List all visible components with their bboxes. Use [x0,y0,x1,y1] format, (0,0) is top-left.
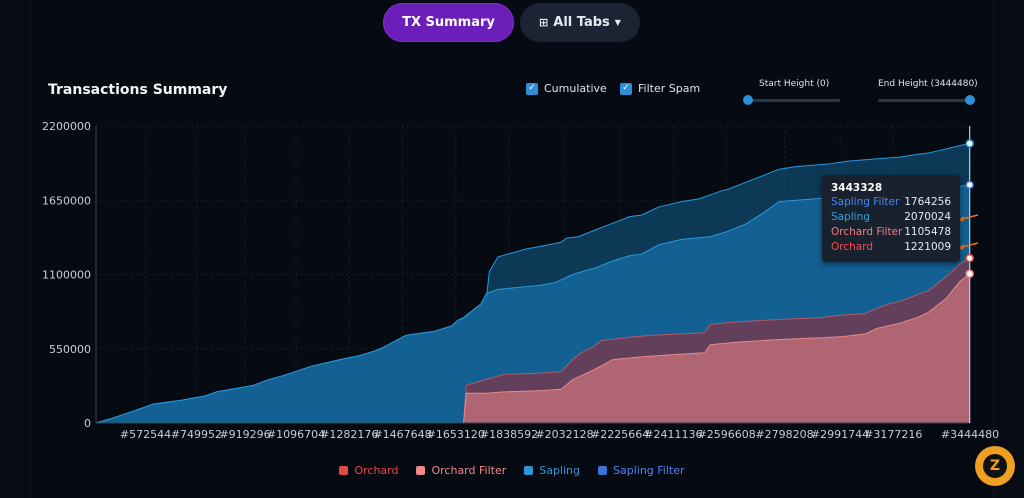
tooltip-row: Orchard 1221009 [831,240,951,255]
check-icon: ✓ [620,82,632,95]
tooltip-label: Sapling Filter [831,196,900,208]
chart-title: Transactions Summary [48,82,228,98]
x-tick-label: #2596608 [697,428,755,441]
tooltip-row: Sapling 2070024 [831,210,951,225]
x-tick-label: #2991744 [811,428,869,441]
legend-label: Sapling [539,464,581,477]
tooltip-value: 1105478 [904,226,951,238]
x-tick-label: #1096704 [267,428,325,441]
series-line-orchard-filter [96,273,971,424]
x-tick-label: #1838592 [480,428,538,441]
legend-label: Orchard Filter [431,464,507,477]
legend-swatch [524,466,534,475]
tooltip-value: 1764256 [904,196,951,208]
hover-point [965,180,974,190]
x-tick-label: #3444480 [941,428,999,441]
grid-icon: ⊞ [539,16,549,29]
tooltip-value: 2070024 [904,211,951,223]
x-tick-label: #1653120 [427,428,485,441]
legend-item-sapling-filter[interactable]: Sapling Filter [598,464,685,477]
x-tick-label: #749952 [171,428,222,441]
tooltip-height: 3443328 [831,182,883,194]
start-height-slider-handle[interactable] [743,95,753,105]
cumulative-checkbox[interactable]: ✓ Cumulative [526,82,607,95]
legend-label: Orchard [354,464,399,477]
chart-tooltip: 3443328 Sapling Filter 1764256 Sapling 2… [822,175,960,262]
filter-spam-checkbox[interactable]: ✓ Filter Spam [620,82,700,95]
cumulative-label: Cumulative [544,82,607,95]
tooltip-label: Orchard Filter [831,226,903,238]
tooltip-label: Sapling [831,211,870,223]
x-tick-label: #2225664 [591,428,649,441]
tooltip-row: Sapling Filter 1764256 [831,195,951,210]
hover-point [965,253,974,263]
series-line-orchard [96,257,971,424]
filter-spam-label: Filter Spam [638,82,701,95]
all-tabs-label: All Tabs [553,15,610,30]
hover-point [965,139,974,148]
end-height-slider-handle[interactable] [965,95,975,105]
tooltip-label: Orchard [831,241,874,253]
check-icon: ✓ [526,82,538,95]
chevron-down-icon: ▼ [614,18,621,27]
start-height-label: Start Height (0) [759,79,830,89]
legend-item-orchard[interactable]: Orchard [339,464,398,477]
legend-item-sapling[interactable]: Sapling [524,464,580,477]
tooltip-row: Orchard Filter 1105478 [831,225,951,240]
zcash-logo-icon: Z [983,454,1007,478]
all-tabs-button[interactable]: ⊞ All Tabs ▼ [520,3,640,42]
tooltip-value: 1221009 [904,241,951,253]
x-tick-label: #2798208 [755,428,813,441]
x-tick-label: #919296 [219,428,270,441]
x-tick-label: #3177216 [864,428,922,441]
series-area-orchard-filter [96,273,970,423]
tx-summary-button[interactable]: TX Summary [383,3,514,42]
chart-legend: Orchard Orchard Filter Sapling Sapling F… [0,464,1024,477]
zcash-help-button[interactable]: Z [975,446,1015,486]
end-height-slider-track[interactable] [878,99,970,102]
legend-swatch [598,466,608,475]
y-tick-label: 1650000 [42,194,91,207]
legend-swatch [416,466,426,475]
chart-areas [95,143,971,424]
y-tick-label: 550000 [49,343,91,356]
x-tick-label: #2032128 [535,428,593,441]
chart-axes: 0 550000 1100000 1650000 2200000 #572544 #7499… [42,120,999,441]
x-tick-label: #1467648 [373,428,431,441]
legend-item-orchard-filter[interactable]: Orchard Filter [416,464,506,477]
y-tick-label: 1100000 [42,269,91,282]
x-tick-label: #1282176 [320,428,378,441]
y-tick-label: 2200000 [42,120,91,133]
x-tick-label: #2411136 [644,428,702,441]
x-tick-label: #572544 [120,428,171,441]
hover-point [965,269,974,279]
end-height-label: End Height (3444480) [878,79,978,89]
y-tick-label: 0 [84,417,91,430]
legend-label: Sapling Filter [613,464,685,477]
start-height-slider-track[interactable] [748,99,840,102]
legend-swatch [339,466,349,475]
